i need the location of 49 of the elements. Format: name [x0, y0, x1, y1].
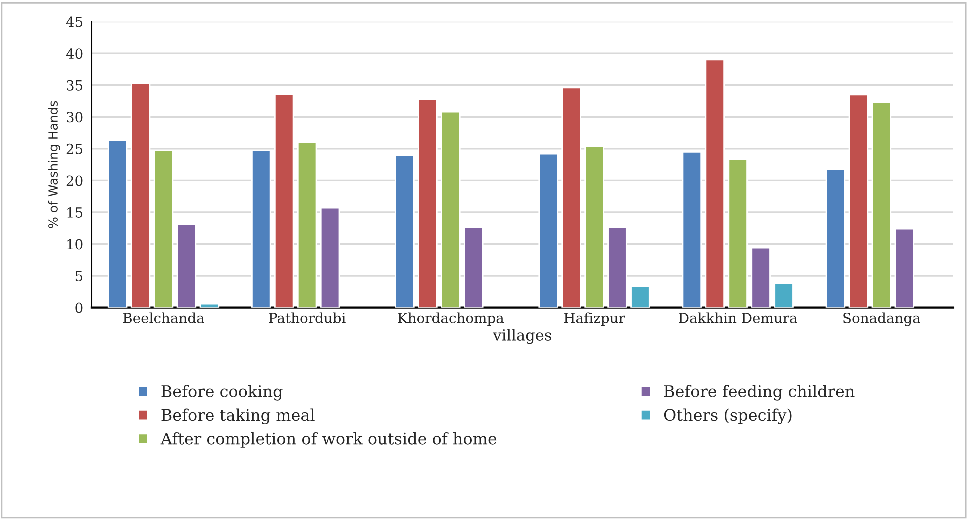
bar [108, 140, 128, 308]
x-tick-label: Beelchanda [123, 312, 204, 324]
legend-label: After completion of work outside of home [160, 432, 497, 448]
y-tick-label: 45 [66, 16, 83, 28]
bar [130, 82, 151, 308]
bar [848, 94, 869, 308]
y-tick-label: 20 [66, 176, 83, 186]
y-tick-label: 25 [66, 144, 83, 154]
x-axis-title: villages [493, 329, 552, 344]
bar [176, 224, 197, 308]
y-tick-label: 15 [68, 207, 83, 218]
y-tick-label: 35 [67, 80, 83, 91]
x-tick-label: Pathordubi [269, 312, 346, 324]
bar [395, 154, 415, 308]
bar [608, 227, 628, 308]
bar [464, 227, 484, 308]
bar [894, 228, 915, 308]
bar [418, 98, 438, 308]
bar [538, 153, 558, 308]
x-tick-label: Dakkhin Demura [679, 312, 798, 324]
bar [584, 146, 604, 308]
bar [774, 282, 794, 308]
bar [562, 87, 582, 308]
legend-label: Before feeding children [664, 385, 855, 401]
legend-label: Before taking meal [162, 408, 315, 424]
legend-label: Before cooking [162, 385, 283, 401]
x-tick-label: Sonadanga [844, 312, 920, 326]
bar [751, 247, 771, 308]
bar [826, 168, 846, 308]
y-tick-label: 40 [66, 48, 83, 60]
bar [630, 286, 650, 308]
bar [682, 151, 702, 308]
bar [154, 150, 174, 308]
y-tick-label: 30 [67, 112, 83, 123]
bar [705, 59, 726, 308]
bar [274, 94, 294, 308]
bar [441, 111, 461, 308]
bar [252, 150, 272, 308]
y-tick-label: 5 [76, 271, 83, 282]
legend-label: Others (specify) [664, 408, 792, 424]
x-tick-label: Khordachompa [398, 312, 504, 326]
y-tick-label: 0 [76, 302, 83, 314]
bar [297, 142, 318, 308]
y-axis-title: % of Washing Hands [48, 101, 60, 228]
bar [728, 159, 748, 308]
y-tick-label: 10 [68, 239, 83, 250]
bar [320, 207, 340, 308]
bar [872, 102, 892, 308]
x-tick-label: Hafizpur [564, 312, 626, 326]
